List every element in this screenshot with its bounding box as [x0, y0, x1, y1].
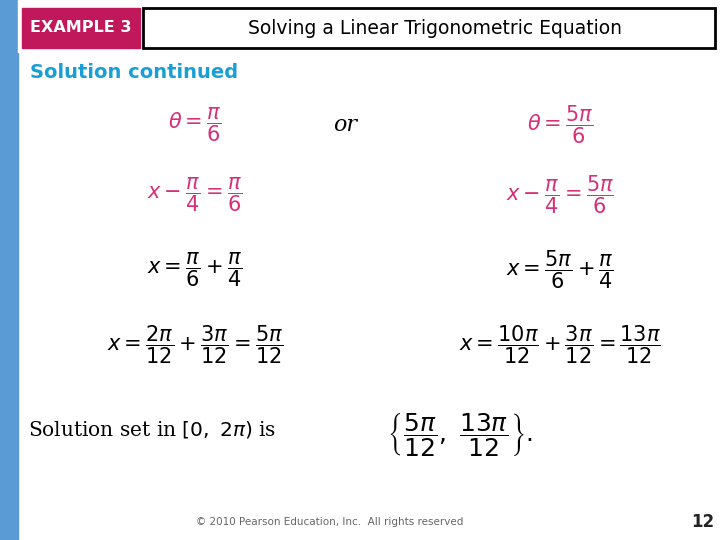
Text: $\left\{\dfrac{5\pi}{12},\ \dfrac{13\pi}{12}\right\}.$: $\left\{\dfrac{5\pi}{12},\ \dfrac{13\pi}…: [387, 411, 533, 459]
Text: $x = \dfrac{\pi}{6} + \dfrac{\pi}{4}$: $x = \dfrac{\pi}{6} + \dfrac{\pi}{4}$: [148, 251, 243, 289]
Text: $x - \dfrac{\pi}{4} = \dfrac{5\pi}{6}$: $x - \dfrac{\pi}{4} = \dfrac{5\pi}{6}$: [506, 174, 614, 216]
Text: $x = \dfrac{2\pi}{12} + \dfrac{3\pi}{12} = \dfrac{5\pi}{12}$: $x = \dfrac{2\pi}{12} + \dfrac{3\pi}{12}…: [107, 324, 284, 366]
Bar: [22, 8, 140, 48]
FancyBboxPatch shape: [143, 8, 715, 48]
Text: Solution continued: Solution continued: [30, 63, 238, 82]
Text: $\theta = \dfrac{5\pi}{6}$: $\theta = \dfrac{5\pi}{6}$: [527, 104, 593, 146]
Text: EXAMPLE 3: EXAMPLE 3: [30, 21, 132, 36]
Text: $x - \dfrac{\pi}{4} = \dfrac{\pi}{6}$: $x - \dfrac{\pi}{4} = \dfrac{\pi}{6}$: [148, 176, 243, 214]
Bar: [18, 0, 720, 52]
Text: 12: 12: [691, 513, 714, 531]
Text: or: or: [333, 114, 357, 136]
Text: © 2010 Pearson Education, Inc.  All rights reserved: © 2010 Pearson Education, Inc. All right…: [197, 517, 464, 527]
Text: Solving a Linear Trigonometric Equation: Solving a Linear Trigonometric Equation: [248, 18, 622, 37]
Text: $x = \dfrac{5\pi}{6} + \dfrac{\pi}{4}$: $x = \dfrac{5\pi}{6} + \dfrac{\pi}{4}$: [506, 249, 614, 291]
Text: Solution set in $[0,\ 2\pi)$ is: Solution set in $[0,\ 2\pi)$ is: [28, 420, 276, 441]
Text: $x = \dfrac{10\pi}{12} + \dfrac{3\pi}{12} = \dfrac{13\pi}{12}$: $x = \dfrac{10\pi}{12} + \dfrac{3\pi}{12…: [459, 324, 661, 366]
Text: $\theta = \dfrac{\pi}{6}$: $\theta = \dfrac{\pi}{6}$: [168, 106, 222, 144]
Bar: [0, 0, 18, 540]
